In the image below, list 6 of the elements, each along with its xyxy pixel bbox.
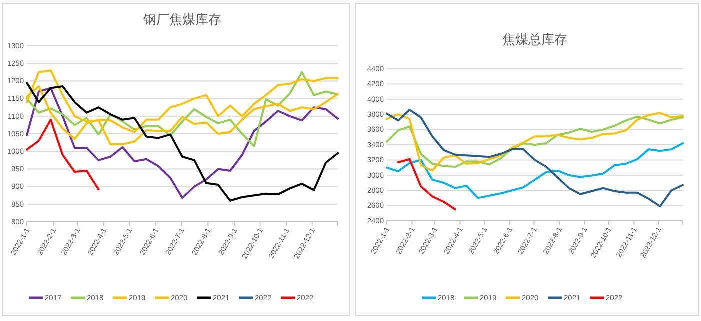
- line-series: [386, 142, 684, 200]
- line-series: [397, 158, 456, 211]
- line-series: [386, 109, 684, 208]
- line-series: [26, 118, 100, 191]
- chart-title: 钢厂焦煤库存: [142, 13, 222, 28]
- chart-title: 焦煤总库存: [502, 33, 568, 48]
